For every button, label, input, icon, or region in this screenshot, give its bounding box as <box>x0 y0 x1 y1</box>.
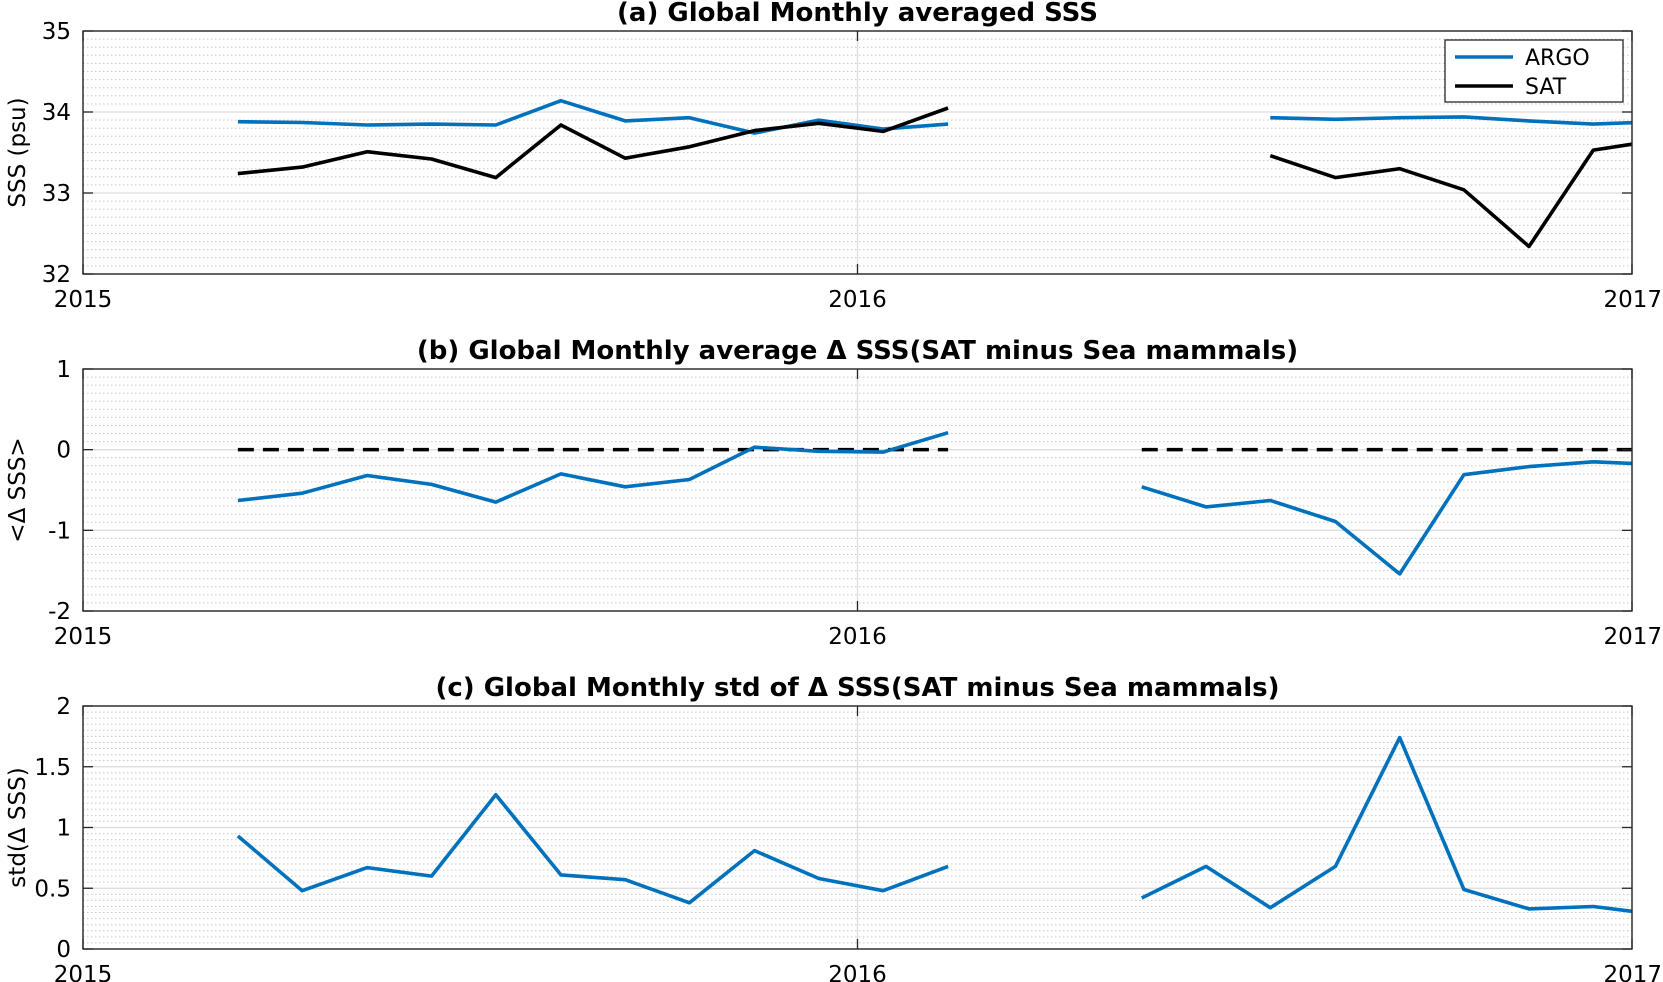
y-tick-label: 35 <box>42 19 71 45</box>
argo-series-line <box>237 98 949 135</box>
x-tick-label: 2017 <box>1603 962 1662 982</box>
x-tick-label: 2017 <box>1603 624 1662 650</box>
y-tick-label: 34 <box>42 100 71 126</box>
y-axis-label: SSS (psu) <box>5 97 31 207</box>
legend-label-sat: SAT <box>1525 75 1567 100</box>
delta-series-line <box>237 430 949 504</box>
panel-title: (b) Global Monthly average Δ SSS(SAT min… <box>417 336 1298 366</box>
y-tick-label: 0 <box>56 438 71 464</box>
y-tick-label: 0 <box>56 937 71 963</box>
x-tick-label: 2015 <box>54 962 113 982</box>
x-tick-label: 2015 <box>54 624 113 650</box>
y-axis-label: <Δ SSS> <box>5 437 31 542</box>
delta-series-line <box>1140 735 1633 914</box>
y-tick-label: 2 <box>56 694 71 720</box>
delta-series-line <box>1141 459 1633 576</box>
panel-a: 32 33 34 35 2015 2016 2017 (a) Global Monthly a… <box>5 0 1662 313</box>
x-tick-label: 2016 <box>828 962 887 982</box>
y-tick-label: 1 <box>56 816 71 842</box>
legend: ARGO SAT <box>1444 39 1624 103</box>
y-tick-label: 32 <box>42 262 71 288</box>
delta-series-line <box>236 792 949 905</box>
legend-box <box>1444 39 1624 103</box>
sat-series-line <box>237 106 949 180</box>
panel-title: (c) Global Monthly std of Δ SSS(SAT minu… <box>435 673 1279 703</box>
y-tick-label: -1 <box>48 518 71 544</box>
y-tick-label: 1.5 <box>34 755 71 781</box>
y-tick-label: 1 <box>56 357 71 383</box>
x-tick-label: 2015 <box>54 287 113 313</box>
y-axis-label: std(Δ SSS) <box>5 767 31 887</box>
legend-label-argo: ARGO <box>1525 46 1590 71</box>
panel-b: -2 -1 0 1 2015 2016 2017 (b) Global Monthly ave… <box>5 336 1662 650</box>
x-tick-label: 2016 <box>828 624 887 650</box>
panel-c: 0 0.5 1 1.5 2 2015 2016 2017 (c) Global Monthly … <box>5 673 1662 982</box>
sat-series-line <box>1269 142 1633 249</box>
argo-series-line <box>1270 115 1633 126</box>
x-tick-label: 2016 <box>828 287 887 313</box>
y-tick-label: 33 <box>42 181 71 207</box>
panel-title: (a) Global Monthly averaged SSS <box>617 0 1098 28</box>
x-tick-label: 2017 <box>1603 287 1662 313</box>
y-tick-label: 0.5 <box>34 876 71 902</box>
y-tick-label: -2 <box>48 599 71 625</box>
